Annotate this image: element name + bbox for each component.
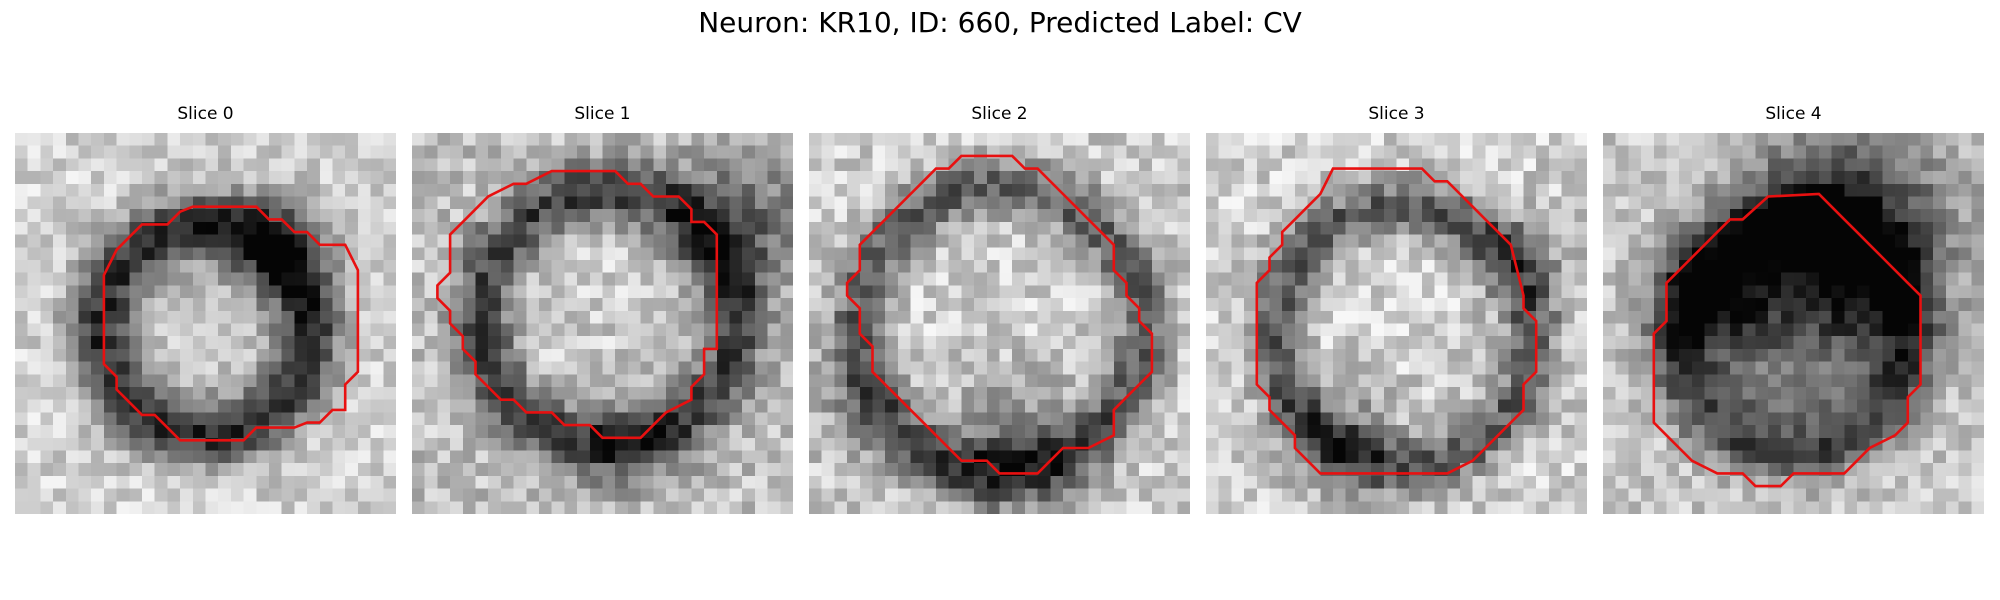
slice-title: Slice 3	[1368, 104, 1425, 124]
contour-outline	[102, 205, 360, 442]
contour-outline	[1255, 167, 1538, 475]
contour-outline	[436, 169, 719, 440]
slice-panel: Slice 3	[1206, 104, 1587, 514]
figure-title: Neuron: KR10, ID: 660, Predicted Label: …	[698, 6, 1302, 39]
slice-image	[15, 133, 396, 514]
slice-panel: Slice 4	[1603, 104, 1984, 514]
slice-panel: Slice 2	[809, 104, 1190, 514]
slice-image	[1206, 133, 1587, 514]
slice-title: Slice 4	[1765, 104, 1822, 124]
slice-image	[412, 133, 793, 514]
slice-title: Slice 2	[971, 104, 1028, 124]
slice-panel: Slice 0	[15, 104, 396, 514]
slice-title: Slice 0	[177, 104, 234, 124]
contour-outline	[845, 154, 1154, 475]
slice-panel: Slice 1	[412, 104, 793, 514]
slice-title: Slice 1	[574, 104, 631, 124]
slice-image	[809, 133, 1190, 514]
contour-outline	[1652, 192, 1922, 488]
slice-image	[1603, 133, 1984, 514]
